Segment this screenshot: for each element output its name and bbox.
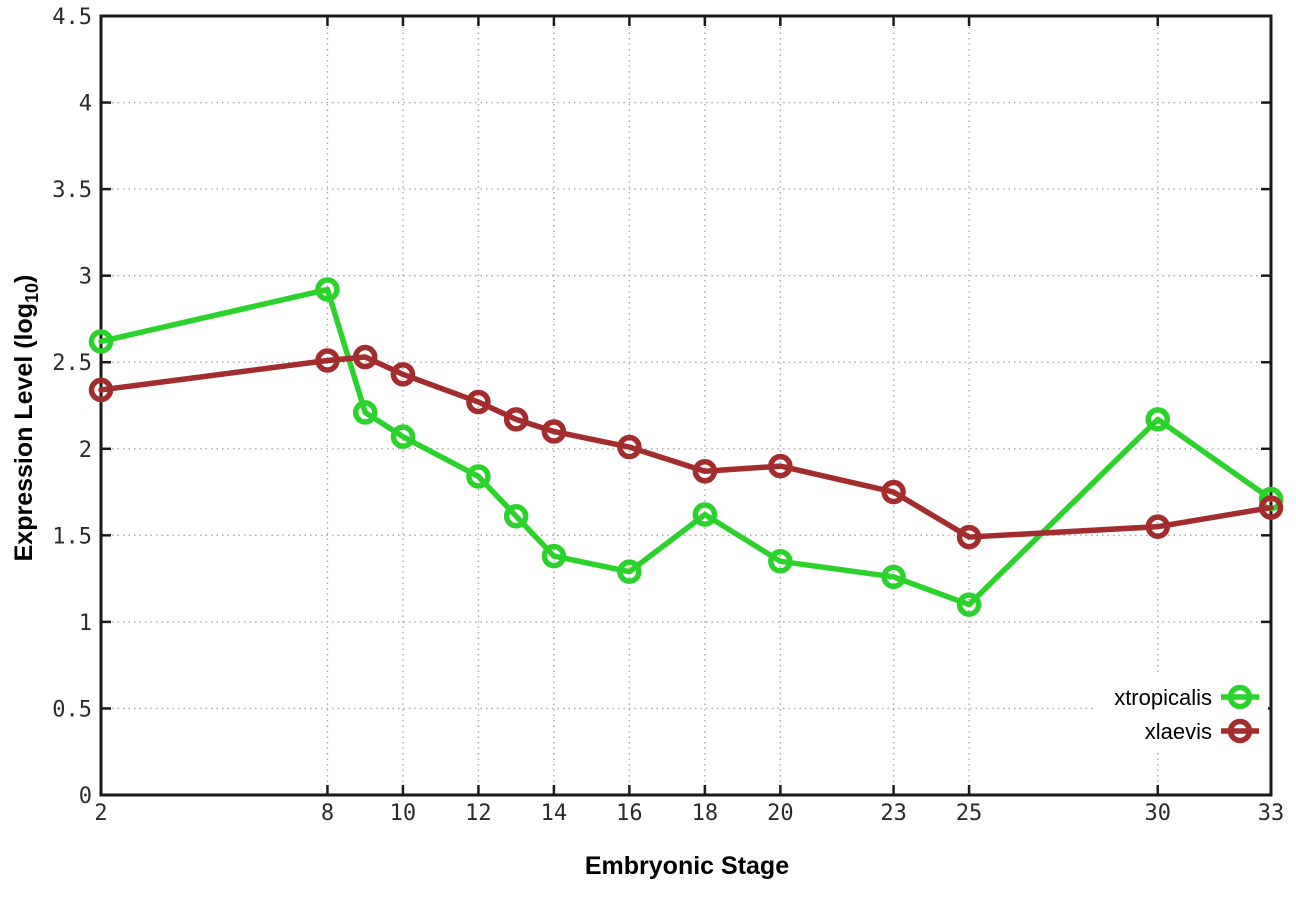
tick-labels: 0 0.5 1 1.5 2 2.5 3 3.5 4 4.5 2 8 10 12 14 16 18 20 23 25 30… [52, 5, 1284, 826]
axis-layer [99, 14, 1273, 797]
data-point-xlaevis [315, 348, 340, 373]
data-point-xtropicalis [390, 424, 416, 449]
legend-entry-xlaevis: xlaevis [1145, 718, 1259, 744]
data-point-xtropicalis [88, 329, 114, 354]
data-point-xlaevis [466, 389, 491, 415]
data-point-xlaevis [617, 434, 642, 460]
data-point-xlaevis [1145, 514, 1171, 539]
y-tick-label: 3.5 [52, 178, 92, 203]
data-point-xlaevis [88, 377, 114, 403]
plot-border [99, 14, 1273, 797]
legend-marker-sample [1227, 684, 1253, 710]
series-xlaevis [88, 344, 1284, 550]
legend-label: xlaevis [1145, 719, 1212, 744]
y-tick-label: 0.5 [52, 697, 92, 722]
x-axis-title: Embryonic Stage [585, 852, 789, 880]
y-axis-title: Expression Level (log10) [10, 275, 42, 562]
data-point-xlaevis [768, 453, 793, 479]
x-tick-label: 8 [321, 801, 334, 826]
x-tick-label: 25 [956, 801, 983, 826]
y-tick-label: 4 [79, 92, 92, 117]
legend-entry-xtropicalis: xtropicalis [1114, 684, 1259, 710]
y-tick-label: 1.5 [52, 524, 92, 549]
data-point-xlaevis [881, 479, 906, 505]
x-tick-label: 10 [390, 801, 417, 826]
data-point-xlaevis [390, 362, 416, 387]
x-tick-label: 16 [616, 801, 643, 826]
data-point-xtropicalis [466, 464, 491, 489]
y-tick-label: 3 [79, 265, 92, 290]
data-point-xlaevis [541, 419, 567, 444]
x-tick-label: 30 [1145, 801, 1172, 826]
legend: xtropicalis xlaevis [1093, 676, 1268, 752]
data-point-xtropicalis [768, 549, 793, 574]
y-tick-label: 4.5 [52, 5, 92, 30]
data-point-xlaevis [692, 459, 718, 484]
y-tick-label: 2 [79, 438, 92, 463]
legend-label: xtropicalis [1114, 685, 1212, 710]
x-tick-label: 2 [94, 801, 107, 826]
data-point-xlaevis [352, 344, 378, 370]
data-point-xtropicalis [692, 502, 718, 527]
x-tick-label: 12 [465, 801, 492, 826]
data-point-xtropicalis [881, 564, 906, 590]
y-tick-label: 1 [79, 611, 92, 636]
data-point-xlaevis [956, 524, 982, 550]
legend-marker-sample [1227, 718, 1253, 744]
series-xtropicalis [88, 277, 1284, 617]
data-point-xlaevis [503, 407, 529, 432]
data-point-xlaevis [1258, 495, 1284, 520]
data-point-xtropicalis [352, 400, 378, 425]
data-point-xtropicalis [315, 277, 340, 302]
data-point-xtropicalis [503, 504, 529, 529]
y-tick-label: 2.5 [52, 351, 92, 376]
data-point-xtropicalis [617, 559, 642, 584]
grid-layer [101, 16, 1271, 795]
x-tick-label: 14 [541, 801, 568, 826]
data-point-xtropicalis [956, 592, 982, 617]
data-point-xtropicalis [541, 543, 567, 569]
y-tick-label: 0 [79, 784, 92, 809]
data-point-xtropicalis [1145, 407, 1171, 432]
x-tick-label: 33 [1258, 801, 1285, 826]
x-tick-label: 23 [880, 801, 907, 826]
x-tick-label: 18 [692, 801, 719, 826]
x-tick-label: 20 [767, 801, 794, 826]
